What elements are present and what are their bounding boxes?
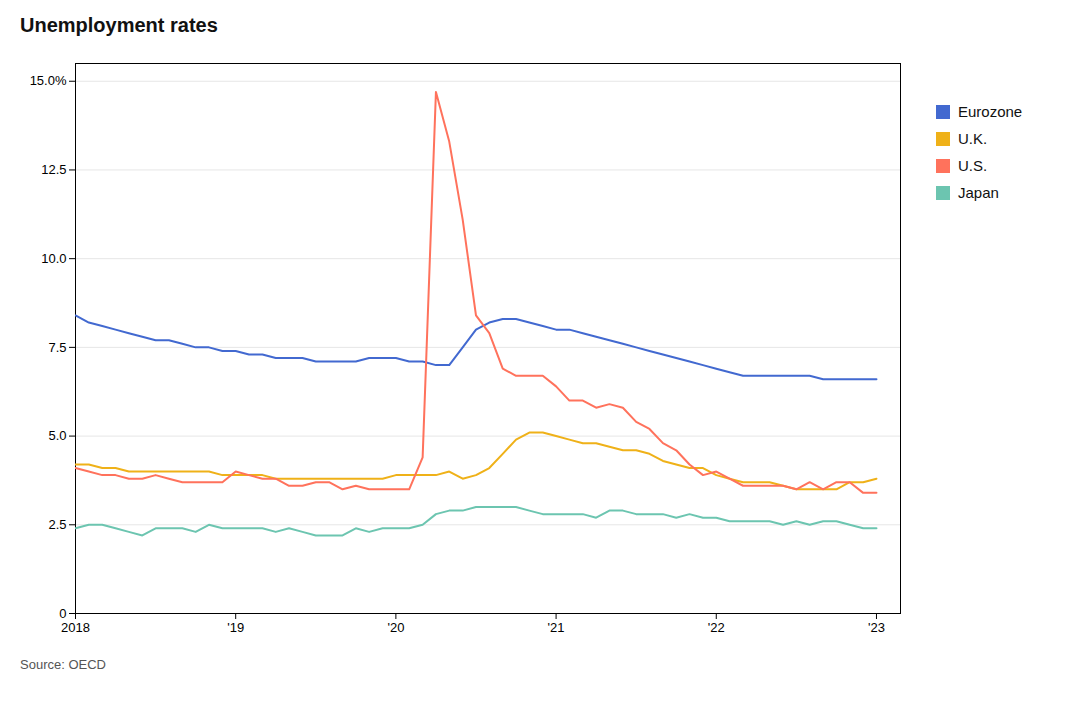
svg-text:'22: '22 [708,620,725,635]
svg-text:'20: '20 [387,620,404,635]
html-text:Unemployment rates: Unemployment rates [20,14,218,36]
svg-text:'23: '23 [868,620,885,635]
svg-text:2018: 2018 [61,620,90,635]
svg-text:5.0: 5.0 [48,428,66,443]
svg-text:10.0: 10.0 [41,251,66,266]
svg-text:2.5: 2.5 [48,517,66,532]
html-text:Japan: Japan [958,184,999,201]
svg-text:15.0%: 15.0% [30,73,67,88]
html-text:Source: OECD: Source: OECD [20,657,106,672]
svg-text:7.5: 7.5 [48,340,66,355]
svg-text:12.5: 12.5 [41,162,66,177]
html-text:Eurozone: Eurozone [958,103,1023,120]
svg-text:'21: '21 [548,620,565,635]
svg-text:'19: '19 [227,620,244,635]
svg-text:0: 0 [59,606,66,621]
html-text:U.K.: U.K. [958,130,988,147]
html-text:U.S.: U.S. [958,157,988,174]
